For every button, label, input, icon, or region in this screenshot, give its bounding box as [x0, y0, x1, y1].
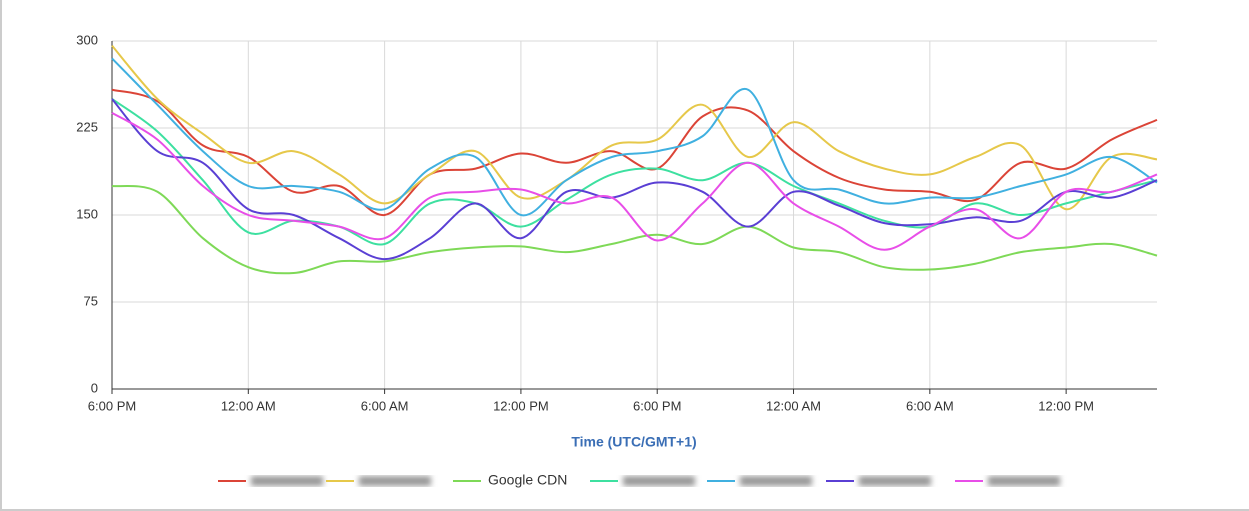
- series-line: [111, 57, 1158, 217]
- x-tick-label: 12:00 PM: [1038, 398, 1094, 413]
- x-tick-label: 6:00 AM: [906, 398, 954, 413]
- y-tick-label: 225: [76, 119, 98, 134]
- legend-redacted: [251, 476, 323, 486]
- series-line: [111, 98, 1158, 246]
- y-tick-label: 75: [84, 293, 98, 308]
- x-tick-label: 6:00 PM: [633, 398, 681, 413]
- legend-redacted: [859, 476, 931, 486]
- legend-redacted: [623, 476, 695, 486]
- legend-item: [218, 476, 323, 486]
- x-tick-label: 12:00 PM: [493, 398, 549, 413]
- x-tick-label: 6:00 AM: [361, 398, 409, 413]
- legend-item: [707, 476, 812, 486]
- x-axis-label: Time (UTC/GMT+1): [571, 434, 696, 450]
- legend-label: Google CDN: [488, 472, 567, 488]
- y-tick-label: 0: [91, 380, 98, 395]
- legend-redacted: [988, 476, 1060, 486]
- x-tick-label: 6:00 PM: [88, 398, 136, 413]
- legend-item: [826, 476, 931, 486]
- legend-item: [326, 476, 431, 486]
- legend-item: [955, 476, 1060, 486]
- series-line: [111, 184, 1158, 275]
- series-line: [111, 44, 1158, 211]
- legend-item: Google CDN: [453, 472, 567, 488]
- y-tick-label: 150: [76, 206, 98, 221]
- series-line: [111, 112, 1158, 251]
- legend-redacted: [359, 476, 431, 486]
- x-tick-label: 12:00 AM: [766, 398, 821, 413]
- series-line: [111, 88, 1158, 217]
- legend-redacted: [740, 476, 812, 486]
- series-line: [111, 98, 1158, 261]
- y-tick-label: 300: [76, 32, 98, 47]
- legend-item: [590, 476, 695, 486]
- x-tick-label: 12:00 AM: [221, 398, 276, 413]
